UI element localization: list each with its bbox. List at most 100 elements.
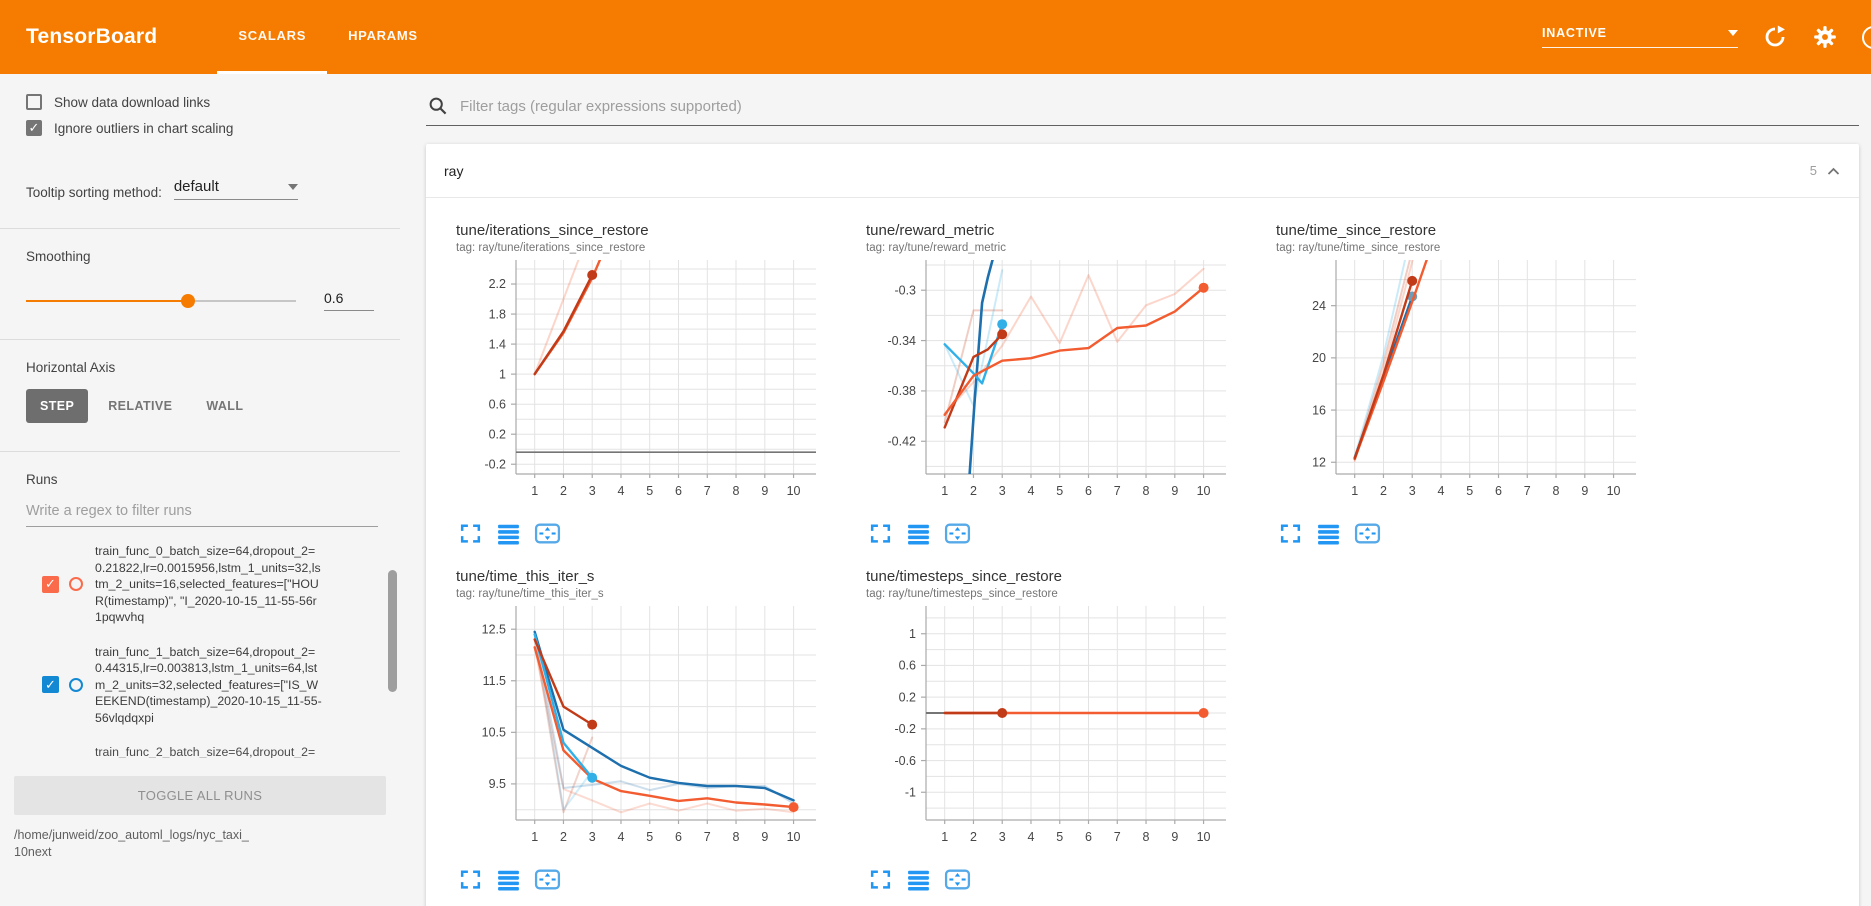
runs-filter-input[interactable] xyxy=(26,503,378,527)
expand-chart-icon[interactable] xyxy=(868,867,893,892)
fit-domain-icon[interactable] xyxy=(534,867,561,892)
expand-chart-icon[interactable] xyxy=(1278,521,1303,546)
svg-text:2: 2 xyxy=(970,830,977,844)
run-radio[interactable] xyxy=(69,577,83,592)
chart-toolbar xyxy=(868,521,1250,546)
run-checkbox[interactable]: ✓ xyxy=(42,575,59,593)
dropdown-caret-icon xyxy=(1728,30,1738,36)
log-scale-icon[interactable] xyxy=(906,521,931,546)
run-list-item: ✓ train_func_0_batch_size=64,dropout_2= 0.… xyxy=(42,543,400,626)
chart-tag: tag: ray/tune/time_since_restore xyxy=(1276,242,1441,254)
nav-tabs: SCALARS HPARAMS xyxy=(217,0,438,74)
toggle-all-runs-button[interactable]: TOGGLE ALL RUNS xyxy=(14,776,386,815)
tab-scalars[interactable]: SCALARS xyxy=(217,0,328,74)
svg-text:7: 7 xyxy=(1114,830,1121,844)
run-name-line: train_func_1_batch_size=64,dropout_2= xyxy=(95,644,316,659)
svg-text:7: 7 xyxy=(704,830,711,844)
svg-text:3: 3 xyxy=(999,830,1006,844)
series-cyan-raw xyxy=(1353,260,1407,458)
log-scale-icon[interactable] xyxy=(496,521,521,546)
svg-text:-0.2: -0.2 xyxy=(484,457,506,471)
refresh-icon[interactable] xyxy=(1762,24,1788,50)
expand-chart-icon[interactable] xyxy=(458,521,483,546)
charts-grid: tune/iterations_since_restore tag: ray/tu… xyxy=(426,198,1859,906)
haxis-button-wall[interactable]: WALL xyxy=(206,399,244,413)
series-orange-raw xyxy=(533,646,795,814)
chart-title: tune/time_this_iter_s xyxy=(456,568,595,585)
run-radio[interactable] xyxy=(69,677,83,692)
chart-toolbar xyxy=(458,521,840,546)
checkbox[interactable]: ✓ xyxy=(26,120,42,136)
svg-text:9: 9 xyxy=(1171,830,1178,844)
tag-filter-input[interactable] xyxy=(458,96,1859,116)
log-scale-icon[interactable] xyxy=(1316,521,1341,546)
fit-domain-icon[interactable] xyxy=(944,867,971,892)
chart-card: tune/time_this_iter_s tag: ray/tune/time_… xyxy=(446,568,840,892)
series-end-dot xyxy=(1198,708,1209,718)
checkbox[interactable] xyxy=(26,94,42,110)
help-icon[interactable] xyxy=(1862,25,1871,49)
status-dropdown[interactable]: INACTIVE xyxy=(1542,26,1738,48)
svg-text:4: 4 xyxy=(1438,484,1445,498)
expand-chart-icon[interactable] xyxy=(868,521,893,546)
svg-text:4: 4 xyxy=(1028,830,1035,844)
svg-text:-0.2: -0.2 xyxy=(894,722,916,736)
svg-text:0.2: 0.2 xyxy=(899,690,916,704)
log-scale-icon[interactable] xyxy=(906,867,931,892)
topbar-controls: INACTIVE xyxy=(1542,0,1871,74)
smoothing-row: 0.6 xyxy=(26,290,374,311)
series-orange-raw xyxy=(533,260,580,376)
svg-text:6: 6 xyxy=(675,484,682,498)
svg-text:20: 20 xyxy=(1312,351,1326,365)
chart-count: 5 xyxy=(1809,163,1817,178)
series-end-dot xyxy=(587,719,598,730)
chart-plot[interactable]: -0.3 -0.34 -0.38 -0.42 1 2 3 4 5 6 7 8 9 10 xyxy=(856,254,1248,514)
chart-toolbar xyxy=(868,867,1250,892)
chart-title: tune/reward_metric xyxy=(866,222,995,239)
svg-text:12: 12 xyxy=(1312,455,1326,469)
log-scale-icon[interactable] xyxy=(496,867,521,892)
svg-text:1: 1 xyxy=(531,484,538,498)
smoothing-slider-thumb[interactable] xyxy=(181,293,195,308)
chart-plot[interactable]: 12.5 11.5 10.5 9.5 1 2 3 4 5 6 7 8 9 10 xyxy=(446,600,838,860)
fit-domain-icon[interactable] xyxy=(534,521,561,546)
tooltip-sorting-dropdown[interactable]: default xyxy=(173,178,298,200)
log-path-line: /home/junweid/zoo_automl_logs/nyc_taxi_ xyxy=(14,828,249,842)
haxis-button-step[interactable]: STEP xyxy=(26,389,89,423)
chart-tag: tag: ray/tune/reward_metric xyxy=(866,242,1006,254)
chart-card: tune/time_since_restore tag: ray/tune/tim… xyxy=(1266,222,1660,546)
series-blue-smoothed xyxy=(968,260,994,474)
svg-text:7: 7 xyxy=(1114,484,1121,498)
series-end-dot xyxy=(997,329,1008,340)
search-icon xyxy=(429,97,447,115)
chart-card: tune/timesteps_since_restore tag: ray/tun… xyxy=(856,568,1250,892)
tab-hparams[interactable]: HPARAMS xyxy=(348,28,418,43)
svg-text:8: 8 xyxy=(1143,484,1150,498)
svg-text:8: 8 xyxy=(1553,484,1560,498)
collapse-chevron-icon[interactable] xyxy=(1826,166,1841,176)
gear-icon[interactable] xyxy=(1812,24,1838,50)
haxis-button-relative[interactable]: RELATIVE xyxy=(108,399,173,413)
run-list-item: ✓ train_func_1_batch_size=64,dropout_2= 0.… xyxy=(42,644,400,727)
expand-chart-icon[interactable] xyxy=(458,867,483,892)
tag-group-header[interactable]: ray 5 xyxy=(426,144,1859,198)
svg-text:1: 1 xyxy=(1351,484,1358,498)
run-checkbox[interactable]: ✓ xyxy=(42,676,59,694)
series-end-dot xyxy=(587,772,598,783)
svg-text:1.8: 1.8 xyxy=(489,307,506,321)
chart-plot[interactable]: 2.2 1.8 1.4 1 0.6 0.2 -0.2 1 2 3 4 5 6 7 8 9 10 xyxy=(446,254,838,514)
chevron-down-icon xyxy=(287,183,298,190)
svg-text:5: 5 xyxy=(646,484,653,498)
smoothing-slider[interactable] xyxy=(26,293,296,308)
fit-domain-icon[interactable] xyxy=(1354,521,1381,546)
checkbox-label: Ignore outliers in chart scaling xyxy=(54,120,234,136)
fit-domain-icon[interactable] xyxy=(944,521,971,546)
svg-text:4: 4 xyxy=(618,484,625,498)
smoothing-value-field[interactable]: 0.6 xyxy=(324,290,374,311)
tag-group-card: ray 5 tune/iterations_since_restore tag: … xyxy=(426,144,1859,906)
sidebar-scrollbar[interactable] xyxy=(388,570,397,692)
chart-toolbar xyxy=(1278,521,1660,546)
series-end-dot xyxy=(1407,275,1418,286)
chart-plot[interactable]: 1 0.6 0.2 -0.2 -0.6 -1 1 2 3 4 5 6 7 8 9 10 xyxy=(856,600,1248,860)
